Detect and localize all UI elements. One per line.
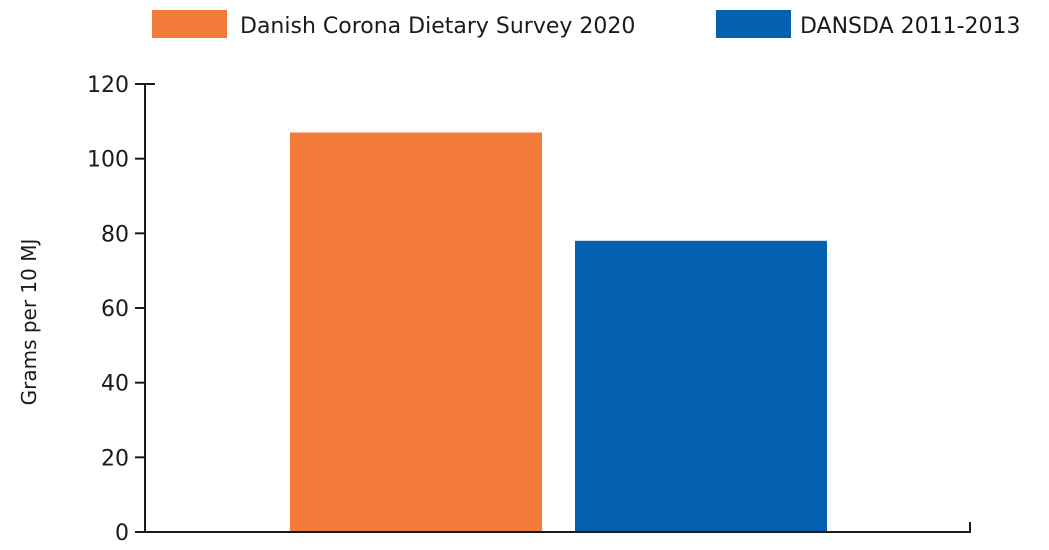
legend: Danish Corona Dietary Survey 2020 DANSDA … bbox=[152, 10, 1021, 39]
legend-label-1: Danish Corona Dietary Survey 2020 bbox=[240, 14, 635, 39]
y-axis-ticks: 0 20 40 60 80 100 120 bbox=[87, 73, 145, 546]
y-tick-label: 120 bbox=[87, 73, 129, 98]
legend-swatch-2 bbox=[716, 10, 791, 38]
y-axis-title: Grams per 10 MJ bbox=[17, 239, 41, 406]
legend-label-2: DANSDA 2011-2013 bbox=[800, 14, 1021, 39]
bar-2 bbox=[575, 240, 827, 533]
y-tick-label: 60 bbox=[101, 297, 129, 322]
y-tick-label: 80 bbox=[101, 222, 129, 247]
legend-swatch-1 bbox=[152, 10, 227, 38]
y-tick-label: 40 bbox=[101, 372, 129, 397]
y-tick-label: 0 bbox=[115, 521, 129, 546]
bar-1 bbox=[290, 132, 542, 533]
axis-lines bbox=[144, 83, 971, 533]
bars bbox=[290, 132, 827, 533]
y-tick-label: 20 bbox=[101, 446, 129, 471]
y-tick-label: 100 bbox=[87, 148, 129, 173]
axes bbox=[144, 83, 971, 533]
